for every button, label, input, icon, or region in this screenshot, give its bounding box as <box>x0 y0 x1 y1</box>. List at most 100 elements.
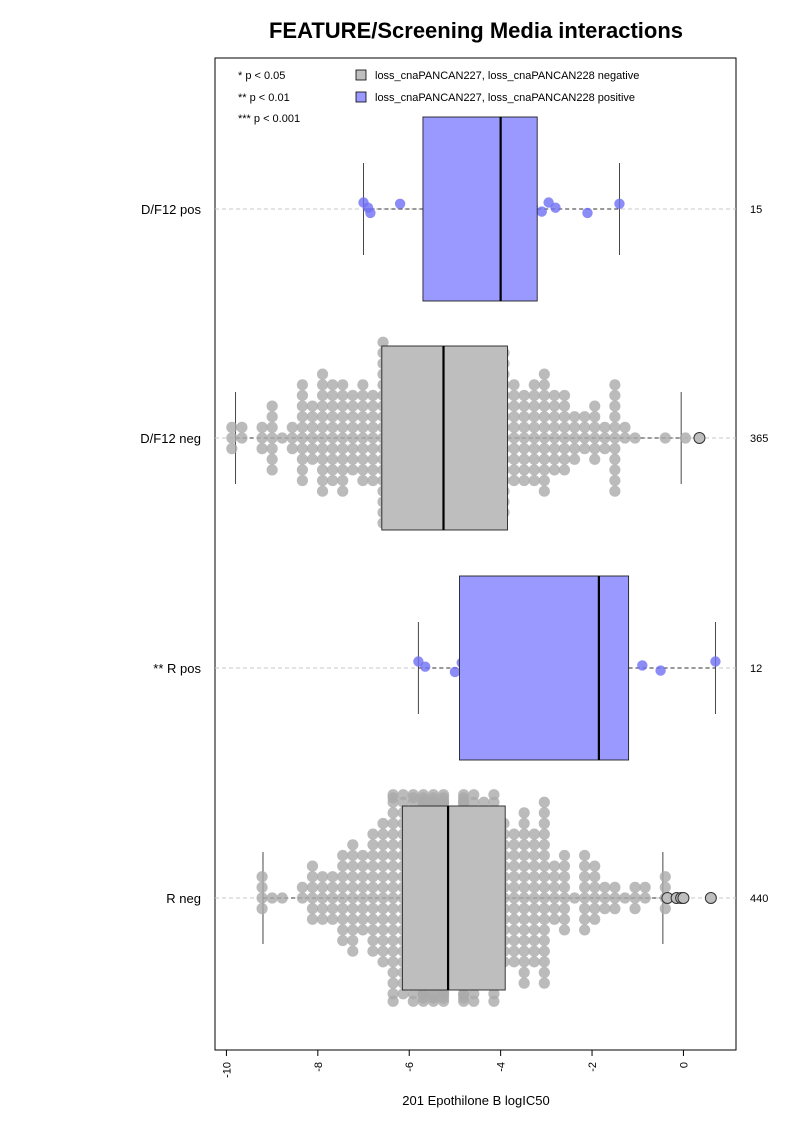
data-point <box>387 892 399 904</box>
data-point <box>538 432 550 444</box>
data-point <box>306 892 319 904</box>
data-point <box>579 871 591 883</box>
data-point <box>528 411 540 423</box>
data-point <box>387 903 399 915</box>
data-point <box>579 903 591 915</box>
data-point <box>518 828 530 840</box>
data-point <box>568 432 581 444</box>
data-point <box>508 839 520 851</box>
data-point <box>568 411 581 423</box>
data-point <box>327 892 339 904</box>
data-point <box>558 903 571 915</box>
data-point <box>548 871 561 883</box>
data-point <box>518 817 530 830</box>
data-point <box>347 860 359 872</box>
data-point <box>609 453 621 465</box>
data-point <box>508 860 520 872</box>
data-point <box>568 453 581 465</box>
data-point <box>548 400 561 412</box>
sig-legend-1: * p < 0.05 <box>238 70 285 82</box>
data-point <box>548 913 561 925</box>
data-point <box>296 421 308 433</box>
data-point <box>397 988 409 1000</box>
x-tick-label: -6 <box>404 1062 416 1072</box>
data-point <box>256 443 268 455</box>
data-point <box>589 421 601 433</box>
data-point <box>347 389 359 402</box>
data-point <box>387 849 399 862</box>
data-point <box>347 839 359 851</box>
data-point <box>538 400 550 412</box>
data-point <box>548 464 561 476</box>
data-point <box>528 860 540 872</box>
data-point <box>538 945 550 957</box>
data-point <box>558 411 571 423</box>
data-point <box>357 913 369 925</box>
data-point <box>367 411 379 423</box>
data-point <box>327 453 339 465</box>
data-point <box>599 903 611 915</box>
data-point <box>518 849 530 862</box>
data-point <box>296 453 308 465</box>
data-point <box>538 368 550 380</box>
data-point <box>538 860 550 872</box>
data-point <box>337 913 349 925</box>
data-point <box>407 792 419 804</box>
data-point <box>367 924 379 936</box>
data-point <box>659 903 671 915</box>
data-point <box>548 892 561 904</box>
data-point <box>528 849 540 862</box>
data-point <box>609 432 621 444</box>
data-point <box>548 389 561 402</box>
data-point <box>589 892 601 904</box>
data-point <box>538 881 550 893</box>
data-point <box>508 903 520 915</box>
data-point <box>518 913 530 925</box>
data-point <box>357 411 369 423</box>
data-point <box>558 421 571 433</box>
data-point <box>266 432 278 444</box>
data-point <box>518 903 530 915</box>
data-point <box>558 924 571 936</box>
data-point <box>327 443 339 455</box>
data-point <box>518 432 530 444</box>
data-point <box>266 453 278 465</box>
data-point <box>377 934 389 947</box>
data-point <box>538 934 550 947</box>
data-point <box>306 421 319 433</box>
data-point <box>377 828 389 840</box>
data-point <box>337 411 349 423</box>
data-point <box>589 903 601 915</box>
data-point <box>387 881 399 893</box>
data-point <box>538 443 550 455</box>
data-point <box>357 881 369 893</box>
data-point <box>538 913 550 925</box>
data-point <box>538 828 550 840</box>
data-point <box>528 400 540 412</box>
data-point <box>548 453 561 465</box>
data-point <box>266 443 278 455</box>
data-point <box>387 792 399 804</box>
data-point <box>337 432 349 444</box>
data-point <box>528 443 540 455</box>
data-point <box>347 849 359 862</box>
data-point <box>538 453 550 465</box>
data-point <box>538 474 550 487</box>
data-point <box>306 903 319 915</box>
group-label: ** R pos <box>153 661 201 676</box>
legend-swatch-negative <box>355 69 367 81</box>
data-point <box>357 443 369 455</box>
data-point <box>337 421 349 433</box>
data-point <box>589 871 601 883</box>
data-point <box>367 839 379 851</box>
data-point <box>528 903 540 915</box>
data-point <box>256 871 268 883</box>
data-point <box>637 660 648 671</box>
data-point <box>337 443 349 455</box>
data-point <box>538 871 550 883</box>
data-point <box>367 892 379 904</box>
data-point <box>558 453 571 465</box>
boxes <box>381 116 717 991</box>
data-point <box>528 379 540 391</box>
data-point <box>296 892 308 904</box>
